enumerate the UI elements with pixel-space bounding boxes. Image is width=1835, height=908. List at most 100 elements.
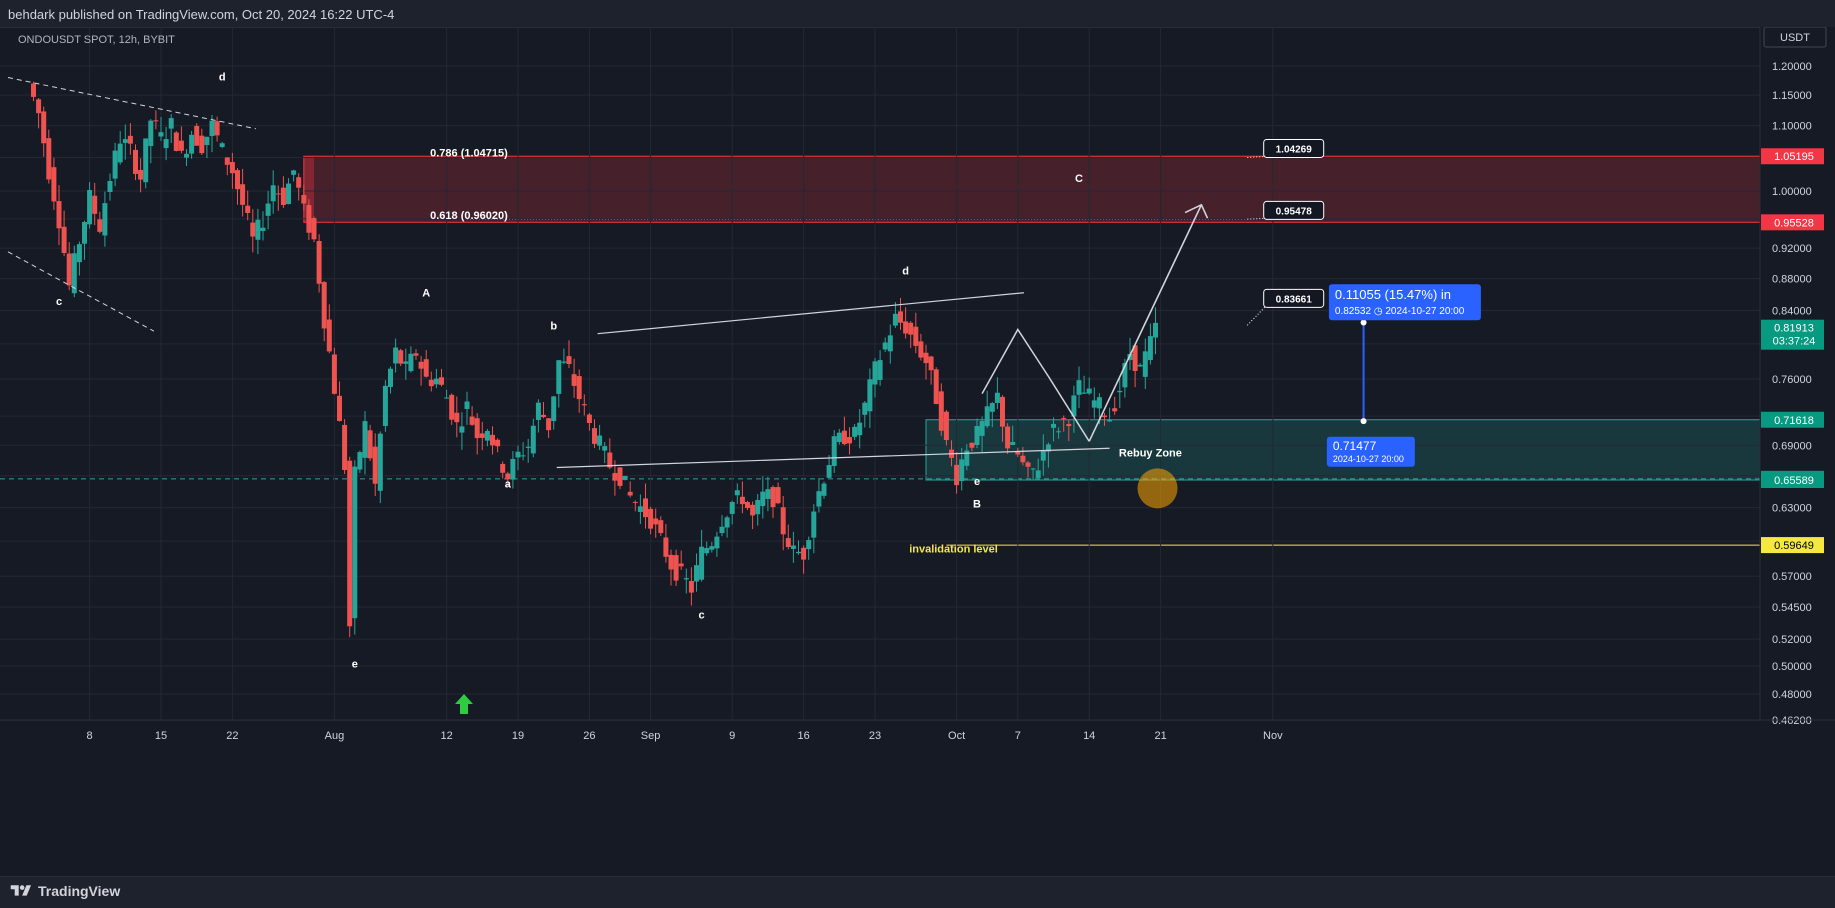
candle-body: [56, 201, 62, 229]
tradingview-logo[interactable]: TradingView: [10, 883, 120, 899]
callout-text: 1.04269: [1276, 144, 1313, 155]
candle-body: [903, 321, 909, 334]
candle-body: [479, 433, 485, 438]
candle-body: [938, 391, 944, 431]
time-tick-label: 26: [583, 730, 595, 742]
candle-body: [852, 426, 858, 437]
candle-body: [1030, 468, 1036, 470]
candle-body: [1086, 388, 1092, 394]
candle-body: [1147, 336, 1153, 360]
candle-body: [382, 385, 388, 426]
publish-note: behdark published on TradingView.com, Oc…: [8, 7, 395, 22]
candle-body: [775, 487, 781, 504]
price-tag-countdown: 03:37:24: [1773, 336, 1816, 348]
candle-body: [663, 537, 669, 557]
candle-body: [576, 376, 582, 400]
time-tick-label: 14: [1083, 730, 1095, 742]
candle-body: [551, 396, 557, 422]
candle-body: [831, 436, 837, 466]
candle-body: [41, 111, 47, 144]
candle-body: [214, 121, 220, 136]
candle-body: [505, 473, 511, 480]
price-tag: [1761, 319, 1824, 350]
candle-body: [1153, 322, 1158, 338]
candle-body: [1102, 415, 1107, 418]
candle-body: [918, 341, 924, 358]
candle-body: [632, 501, 638, 503]
annotation-label: 0.786 (1.04715): [430, 148, 508, 160]
price-tick-label: 0.57000: [1772, 571, 1812, 583]
candle-body: [454, 412, 460, 423]
time-axis[interactable]: 8 15 22 Aug 12 19 26 Sep 9 16 23 Oct 7 14 21 Nov: [0, 719, 1835, 742]
price-tag-label: 0.95528: [1774, 217, 1814, 229]
candle-body: [143, 138, 149, 183]
candle-body: [989, 403, 995, 412]
price-tag-label: 0.59649: [1774, 540, 1814, 552]
candle-body: [102, 203, 108, 236]
candle-body: [357, 452, 363, 470]
price-tick-label: 0.48000: [1772, 689, 1812, 701]
measure-sub: 0.82532 ◷ 2024-10-27 20:00: [1335, 306, 1465, 317]
candle-body: [219, 143, 225, 147]
candle-body: [474, 418, 480, 439]
price-tick-label: 0.54500: [1772, 602, 1812, 614]
candle-body: [704, 548, 710, 554]
candle-body: [617, 467, 623, 486]
candle-body: [224, 157, 230, 165]
candle-body: [648, 508, 654, 529]
price-chart[interactable]: 1.04269 0.95478 0.83661 0.11055 (15.47%) in…: [0, 27, 1835, 876]
price-axis[interactable]: USDT1.200001.150001.100001.050001.000000…: [1759, 27, 1835, 727]
chart-annotations: 1.04269 0.95478 0.83661 0.11055 (15.47%) in…: [56, 71, 1481, 670]
candle-body: [245, 205, 251, 213]
candle-body: [755, 500, 761, 515]
candle-body: [71, 253, 77, 294]
candle-body: [337, 395, 342, 422]
candle-body: [969, 442, 975, 448]
candle-body: [260, 227, 266, 231]
candle-body: [209, 120, 215, 137]
candle-body: [1122, 363, 1128, 388]
candle-body: [148, 120, 154, 147]
annotation-label: e: [974, 476, 980, 488]
candle-body: [546, 418, 552, 431]
candle-body: [484, 430, 490, 441]
candle-body: [933, 369, 939, 404]
candle-body: [714, 536, 720, 549]
candle-body: [877, 360, 883, 380]
candle-body: [82, 222, 87, 244]
candle-body: [311, 218, 317, 240]
price-tick-label: 0.69000: [1772, 440, 1812, 452]
currency-box: [1763, 27, 1827, 48]
price-tick-label: 0.50000: [1772, 661, 1812, 673]
candle-body: [204, 136, 210, 146]
candle-body: [439, 377, 444, 385]
annotation-label: d: [902, 266, 909, 278]
candle-body: [342, 424, 348, 470]
candle-body: [286, 183, 291, 205]
candle-body: [413, 353, 419, 356]
candle-body: [291, 170, 297, 175]
candle-body: [178, 140, 184, 151]
candle-body: [316, 241, 322, 284]
candle-body: [133, 149, 138, 174]
time-tick-label: Aug: [325, 730, 345, 742]
currency-label: USDT: [1780, 32, 1810, 44]
wedge-upper-line: [7, 77, 256, 130]
callout-leader: [1246, 305, 1267, 326]
candle-body: [750, 504, 756, 516]
chart-header-bar: behdark published on TradingView.com, Oc…: [0, 0, 1835, 28]
annotation-label: e: [352, 658, 358, 670]
candle-body: [643, 498, 648, 518]
candle-body: [495, 439, 501, 447]
candle-body: [724, 517, 730, 528]
candle-body: [66, 253, 72, 286]
candle-body: [816, 491, 822, 507]
symbol-label: ONDOUSDT SPOT, 12h, BYBIT: [18, 34, 175, 46]
candle-body: [112, 150, 118, 179]
candle-body: [801, 547, 807, 560]
candle-body: [734, 490, 740, 496]
candle-body: [428, 379, 434, 387]
candle-body: [592, 428, 597, 444]
time-tick-label: Nov: [1263, 730, 1283, 742]
annotation-label: b: [550, 320, 557, 332]
